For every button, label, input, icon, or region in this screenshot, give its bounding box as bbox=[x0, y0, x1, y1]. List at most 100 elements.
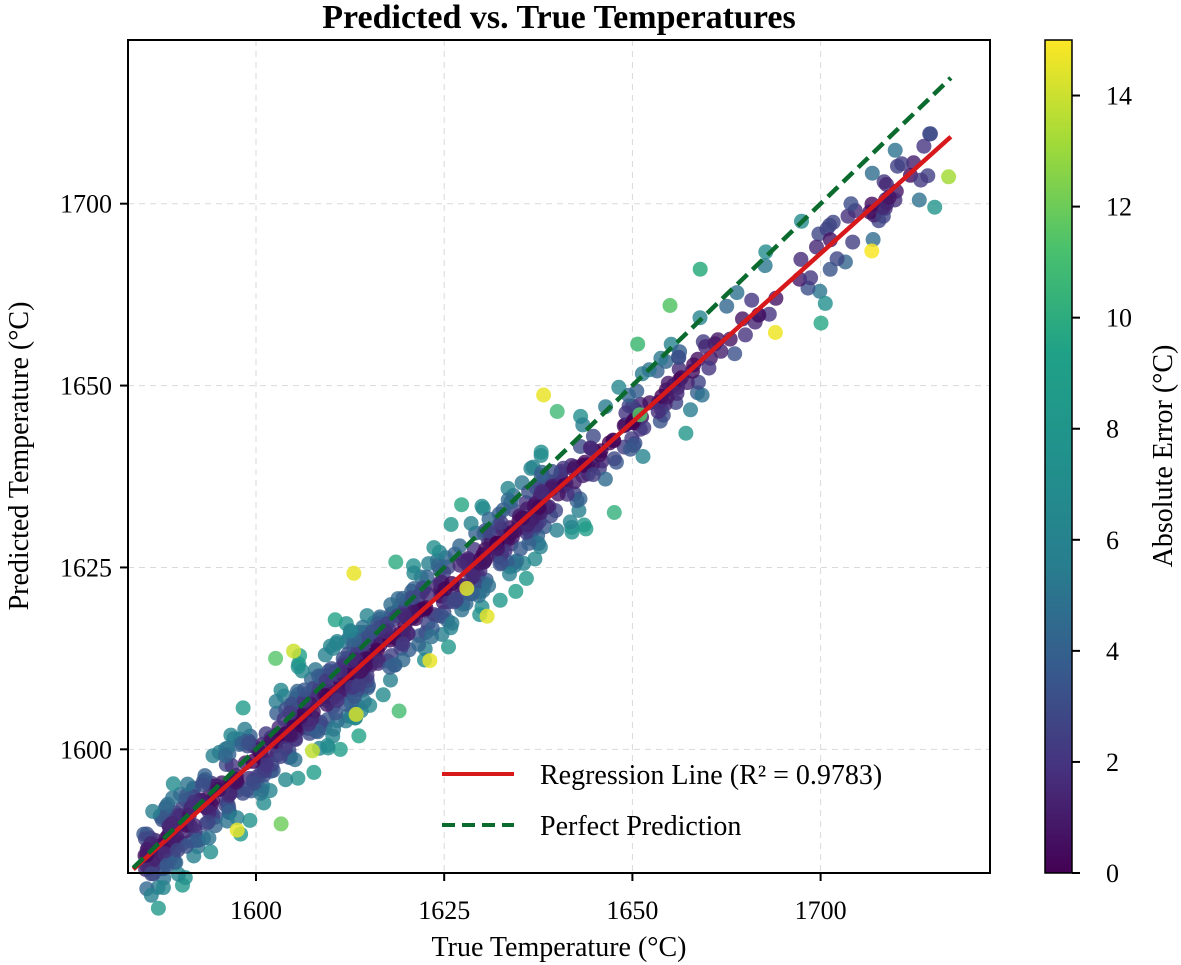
data-point bbox=[359, 608, 375, 624]
data-point bbox=[371, 653, 387, 669]
colorbar-tick-label: 8 bbox=[1106, 415, 1119, 444]
data-point bbox=[597, 471, 613, 487]
data-point bbox=[165, 776, 181, 792]
outlier-point bbox=[662, 298, 678, 313]
data-point bbox=[241, 736, 257, 751]
data-point bbox=[606, 451, 622, 467]
data-point bbox=[170, 842, 185, 858]
data-point bbox=[351, 728, 367, 744]
data-point bbox=[622, 441, 638, 457]
data-point bbox=[492, 556, 508, 572]
outlier-point bbox=[941, 169, 957, 185]
data-point bbox=[492, 592, 508, 608]
data-point bbox=[578, 521, 594, 537]
data-point bbox=[351, 677, 367, 692]
data-point bbox=[203, 844, 219, 860]
outlier-point bbox=[692, 261, 708, 277]
data-point bbox=[887, 142, 903, 158]
data-point bbox=[282, 705, 298, 721]
data-point bbox=[317, 647, 333, 663]
colorbar-ticks: 0 2 4 6 8 10 12 14 bbox=[1072, 82, 1132, 888]
data-point bbox=[327, 612, 343, 628]
data-point bbox=[273, 682, 289, 698]
data-point bbox=[364, 624, 380, 640]
data-point bbox=[342, 623, 358, 639]
data-point bbox=[320, 738, 336, 753]
chart-title: Predicted vs. True Temperatures bbox=[322, 0, 795, 36]
axis-ticks: 1600 1625 1650 1700 1600 1625 1650 1700 bbox=[60, 190, 847, 925]
data-point bbox=[395, 636, 411, 652]
data-point bbox=[719, 298, 735, 314]
data-point bbox=[443, 517, 459, 532]
outlier-point bbox=[348, 706, 364, 722]
colorbar-tick-label: 10 bbox=[1106, 304, 1132, 333]
data-point bbox=[382, 659, 398, 675]
data-point bbox=[701, 360, 717, 376]
y-tick-label: 1650 bbox=[60, 372, 112, 401]
y-tick-label: 1625 bbox=[60, 553, 112, 582]
data-point bbox=[180, 776, 196, 792]
data-point bbox=[678, 425, 694, 441]
data-point bbox=[217, 748, 233, 764]
data-point bbox=[817, 295, 833, 311]
data-point bbox=[549, 522, 565, 538]
data-point bbox=[927, 199, 943, 215]
outlier-point bbox=[346, 565, 362, 581]
outlier-point bbox=[864, 243, 880, 259]
legend-label-regression: Regression Line (R² = 0.9783) bbox=[540, 760, 882, 791]
colorbar-tick-label: 14 bbox=[1106, 82, 1132, 111]
data-point bbox=[508, 583, 524, 599]
colorbar: 0 2 4 6 8 10 12 14 Absolute Error (°C) bbox=[1044, 39, 1179, 888]
legend: Regression Line (R² = 0.9783) Perfect Pr… bbox=[442, 760, 882, 842]
data-point bbox=[481, 511, 497, 527]
data-point bbox=[463, 516, 479, 531]
data-point bbox=[201, 830, 217, 846]
data-point bbox=[273, 816, 289, 832]
data-point bbox=[452, 538, 468, 554]
data-point bbox=[170, 866, 186, 882]
data-point bbox=[813, 315, 829, 331]
data-point bbox=[145, 803, 161, 819]
x-tick-label: 1650 bbox=[606, 896, 658, 925]
data-point bbox=[287, 752, 303, 768]
outlier-point bbox=[459, 581, 475, 596]
data-point bbox=[585, 467, 601, 483]
data-point bbox=[583, 440, 599, 456]
outlier-point bbox=[767, 325, 783, 340]
data-point bbox=[502, 566, 517, 582]
data-point bbox=[446, 594, 462, 610]
y-axis-label: Predicted Temperature (°C) bbox=[4, 302, 35, 611]
data-point bbox=[391, 703, 407, 719]
data-point bbox=[329, 692, 345, 708]
x-tick-label: 1600 bbox=[230, 896, 282, 925]
data-point bbox=[406, 565, 422, 581]
data-point bbox=[913, 172, 929, 188]
data-point bbox=[375, 687, 391, 703]
data-point bbox=[865, 232, 881, 247]
data-point bbox=[803, 270, 819, 286]
data-point bbox=[822, 261, 838, 277]
y-tick-label: 1600 bbox=[60, 735, 112, 764]
data-point bbox=[481, 578, 497, 594]
data-point bbox=[272, 749, 288, 764]
data-point bbox=[290, 659, 306, 675]
perfect-prediction-line bbox=[131, 76, 953, 870]
data-point bbox=[744, 292, 760, 308]
data-point bbox=[812, 283, 828, 299]
data-point bbox=[729, 285, 745, 301]
data-point bbox=[258, 757, 274, 773]
data-point bbox=[840, 208, 856, 224]
data-point bbox=[585, 428, 601, 444]
colorbar-label: Absolute Error (°C) bbox=[1148, 345, 1179, 568]
data-point bbox=[195, 777, 211, 793]
data-point bbox=[278, 772, 294, 788]
data-point bbox=[159, 857, 175, 873]
data-point bbox=[268, 650, 284, 666]
data-point bbox=[296, 682, 312, 698]
data-point bbox=[890, 158, 905, 174]
data-point bbox=[444, 615, 460, 631]
data-point bbox=[237, 721, 253, 737]
data-point bbox=[150, 900, 166, 916]
data-point bbox=[500, 480, 516, 496]
